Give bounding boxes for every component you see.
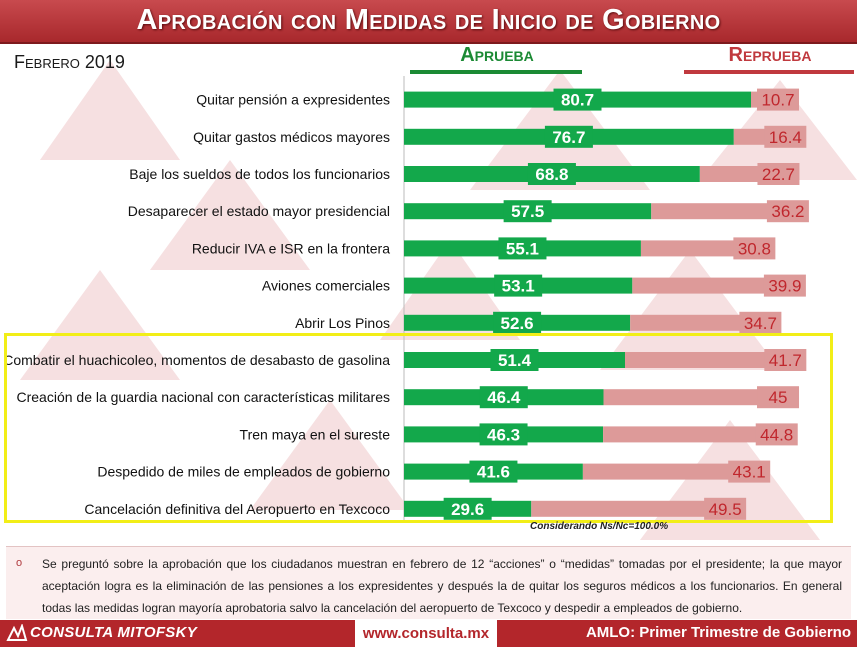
reject-value-box — [763, 274, 806, 297]
reject-value-box — [704, 497, 747, 520]
website-link[interactable]: www.consulta.mx — [355, 620, 497, 647]
category-label: Quitar gastos médicos mayores — [193, 129, 390, 145]
approve-value-box — [553, 88, 602, 111]
approval-bar-chart: Quitar pensión a expresidentes 80.7 10.7 Qu… — [3, 76, 809, 521]
footnote-text: Se preguntó sobre la aprobación que los … — [42, 557, 842, 615]
approve-value-label: 52.6 — [501, 314, 534, 333]
legend-reject-line — [684, 70, 854, 74]
reject-value-box — [739, 311, 782, 334]
category-label: Cancelación definitiva del Aeropuerto en… — [84, 501, 390, 517]
approve-value-label: 80.7 — [561, 91, 594, 110]
category-label: Baje los sueldos de todos los funcionari… — [129, 166, 390, 182]
approve-value-label: 46.3 — [487, 425, 520, 444]
legend-approve-line — [410, 70, 582, 74]
reject-value-box — [733, 237, 776, 260]
category-label: Desaparecer el estado mayor presidencial — [128, 203, 390, 219]
approve-value-label: 68.8 — [535, 165, 568, 184]
category-label: Quitar pensión a expresidentes — [196, 92, 390, 108]
reject-value-label: 10.7 — [761, 91, 794, 110]
reject-value-label: 44.8 — [760, 425, 793, 444]
approve-value-box — [443, 497, 492, 520]
category-label: Aviones comerciales — [262, 278, 390, 294]
reject-bar — [632, 277, 804, 294]
reject-value-box — [766, 200, 809, 223]
reject-bar — [531, 500, 745, 517]
reject-value-label: 36.2 — [771, 202, 804, 221]
reject-value-label: 34.7 — [744, 314, 777, 333]
category-label: Creación de la guardia nacional con cara… — [16, 389, 390, 405]
approve-value-label: 41.6 — [477, 463, 510, 482]
reject-value-box — [728, 460, 771, 483]
reject-value-label: 16.4 — [769, 128, 802, 147]
reject-bar — [625, 352, 805, 368]
category-label: Reducir IVA e ISR en la frontera — [192, 240, 390, 256]
approve-value-label: 55.1 — [506, 239, 539, 258]
approve-value-box — [493, 311, 542, 334]
approve-value-box — [490, 349, 539, 371]
reject-value-box — [764, 349, 807, 371]
approve-value-label: 76.7 — [552, 128, 585, 147]
reject-value-box — [757, 386, 800, 409]
category-label: Tren maya en el sureste — [240, 426, 391, 442]
reject-bar — [603, 426, 796, 443]
highlight-box — [4, 333, 833, 523]
date-subtitle: Febrero 2019 — [14, 52, 125, 72]
approve-value-label: 57.5 — [511, 202, 544, 221]
approve-value-box — [503, 200, 552, 223]
approve-value-box — [479, 386, 528, 409]
reject-value-label: 39.9 — [768, 277, 801, 296]
ns-nc-note: Considerando Ns/Nc=100.0% — [530, 521, 669, 532]
title-bar — [0, 0, 857, 44]
reject-value-label: 45 — [769, 388, 788, 407]
approve-value-label: 29.6 — [451, 500, 484, 519]
reject-value-box — [755, 423, 798, 446]
category-label: Abrir Los Pinos — [295, 315, 390, 331]
reject-value-label: 49.5 — [709, 500, 742, 519]
reject-value-box — [764, 125, 807, 148]
approve-value-box — [527, 163, 576, 185]
legend-approve: Aprueba — [460, 44, 534, 66]
approve-value-label: 46.4 — [487, 388, 521, 407]
approve-value-box — [544, 125, 593, 148]
approve-value-box — [479, 423, 528, 446]
reject-bar — [582, 463, 769, 480]
mitofsky-logo-icon — [6, 624, 28, 641]
approve-value-box — [469, 460, 518, 483]
reject-value-label: 22.7 — [762, 165, 795, 184]
reject-bar — [603, 389, 798, 406]
category-label: Despedido de miles de empleados de gobie… — [97, 464, 390, 480]
approve-value-label: 51.4 — [498, 351, 532, 370]
page-title: Aprobación con Medidas de Inicio de Gobi… — [136, 4, 721, 36]
reject-value-label: 30.8 — [738, 239, 771, 258]
approve-value-label: 53.1 — [502, 277, 535, 296]
bullet-icon: o — [16, 557, 23, 569]
reject-value-box — [757, 88, 800, 111]
reject-value-label: 43.1 — [733, 463, 766, 482]
footnote-box: o Se preguntó sobre la aprobación que lo… — [6, 546, 851, 619]
approve-value-box — [494, 274, 543, 297]
legend-reject: Reprueba — [728, 44, 812, 66]
reject-value-label: 41.7 — [769, 351, 802, 370]
reject-value-box — [757, 163, 800, 185]
report-name: AMLO: Primer Trimestre de Gobierno — [585, 624, 851, 641]
approve-value-box — [498, 237, 547, 260]
category-label: Combatir el huachicoleo, momentos de des… — [3, 352, 390, 368]
brand-name: CONSULTA MITOFSKY — [30, 624, 198, 641]
